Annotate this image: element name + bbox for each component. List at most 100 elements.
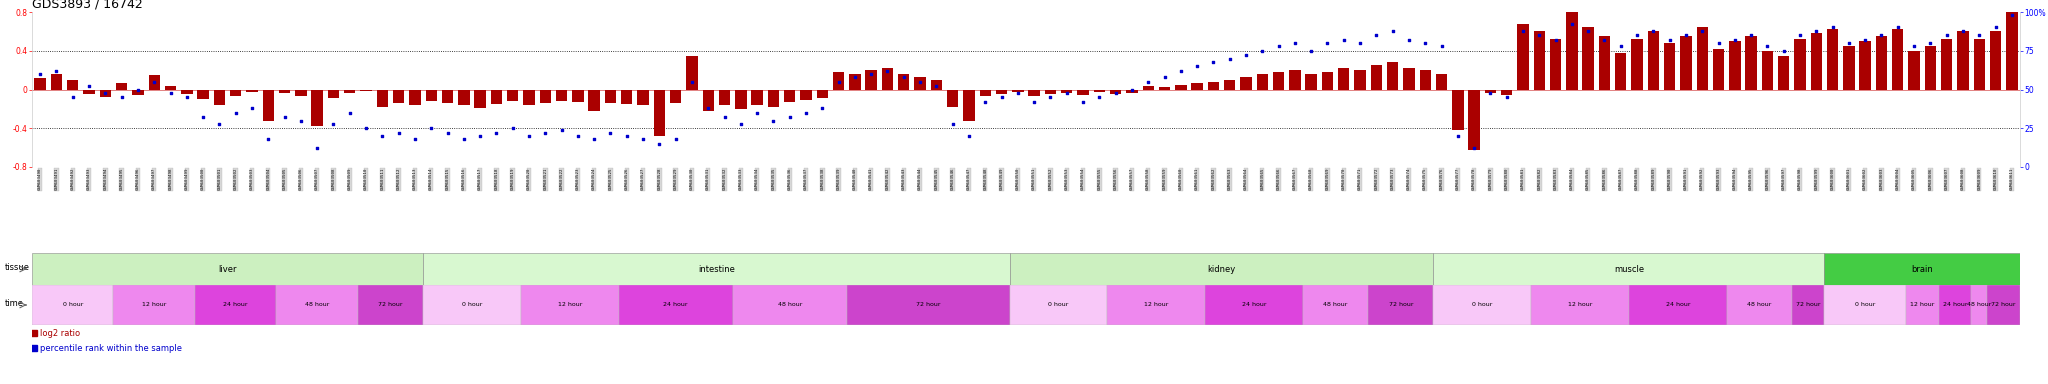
Point (1524, 32, 1556, 38)
Text: 72 hour: 72 hour (915, 303, 940, 308)
Bar (1337, 68, 1350, 89)
Point (1067, 99, 1100, 105)
Point (463, 133, 496, 139)
Bar (1761, 51, 1774, 89)
Point (1946, 28, 1978, 34)
Text: GSM603541: GSM603541 (868, 168, 872, 190)
Bar (1077, 89, 1090, 95)
Text: GSM603519: GSM603519 (510, 168, 514, 190)
Point (1001, 89, 1034, 96)
Bar (846, 285, 1010, 325)
Point (1149, 74, 1182, 80)
Text: GSM603515: GSM603515 (446, 168, 449, 190)
Text: GSM603517: GSM603517 (477, 168, 481, 190)
Bar (100, 89, 111, 97)
Text: GSM603536: GSM603536 (788, 168, 793, 190)
Bar (213, 89, 225, 105)
Text: intestine: intestine (698, 265, 735, 273)
Point (1051, 89, 1083, 96)
Bar (492, 89, 502, 104)
Text: liver: liver (219, 265, 238, 273)
Bar (1810, 33, 1823, 89)
Bar (377, 89, 387, 107)
Bar (1208, 82, 1219, 89)
Bar (117, 83, 127, 89)
Text: GSM603594: GSM603594 (1733, 168, 1737, 190)
Bar (768, 89, 778, 107)
Text: GSM603551: GSM603551 (1032, 168, 1036, 190)
Point (1767, 48, 1800, 54)
Text: 0 hour: 0 hour (1855, 303, 1876, 308)
Bar (1126, 89, 1137, 93)
Point (1833, 40, 1866, 46)
Bar (539, 89, 551, 103)
Text: 48 hour: 48 hour (1323, 303, 1348, 308)
Text: GSM603492: GSM603492 (72, 168, 74, 190)
Text: 12 hour: 12 hour (1145, 303, 1169, 308)
Text: GSM603504: GSM603504 (266, 168, 270, 190)
Text: GSM603596: GSM603596 (1765, 168, 1769, 190)
Point (578, 136, 610, 142)
Bar (1567, 12, 1577, 89)
Text: 24 hour: 24 hour (1944, 303, 1966, 308)
Bar (1942, 39, 1952, 89)
Bar (752, 89, 762, 105)
Point (985, 94, 1018, 100)
Point (821, 79, 854, 85)
Bar (1991, 31, 2001, 89)
Text: muscle: muscle (1614, 265, 1645, 273)
Point (432, 130, 465, 136)
Text: 0 hour: 0 hour (461, 303, 481, 308)
Point (1931, 32, 1964, 38)
Text: GSM603578: GSM603578 (1473, 168, 1477, 190)
Bar (883, 68, 893, 89)
Bar (164, 86, 176, 89)
Bar (1159, 87, 1169, 89)
Bar (1485, 89, 1497, 93)
Text: GSM603543: GSM603543 (901, 168, 905, 190)
Point (1442, 133, 1475, 139)
Bar (588, 89, 600, 111)
Point (1212, 55, 1245, 61)
Bar (1632, 39, 1642, 89)
Bar (150, 75, 160, 89)
Bar (1987, 285, 2019, 325)
Text: GSM603498: GSM603498 (168, 168, 172, 190)
Text: GSM603526: GSM603526 (625, 168, 629, 190)
Bar (946, 89, 958, 107)
Point (1278, 40, 1311, 46)
Text: GSM603510: GSM603510 (365, 168, 369, 190)
Text: GSM603573: GSM603573 (1391, 168, 1395, 190)
Bar (1434, 285, 1532, 325)
Bar (1534, 31, 1544, 89)
Text: GSM603584: GSM603584 (1571, 168, 1573, 190)
Bar (686, 56, 698, 89)
Point (1702, 40, 1735, 46)
Bar (1974, 39, 1985, 89)
Text: GSM603528: GSM603528 (657, 168, 662, 190)
Text: GSM603592: GSM603592 (1700, 168, 1704, 190)
Text: 12 hour: 12 hour (1911, 303, 1935, 308)
Point (709, 114, 741, 121)
Point (399, 136, 432, 142)
Point (57, 94, 90, 100)
Text: tissue: tissue (4, 263, 31, 272)
Text: GSM603609: GSM603609 (1976, 168, 1980, 190)
Text: GSM603576: GSM603576 (1440, 168, 1444, 190)
Text: GSM603537: GSM603537 (805, 168, 809, 190)
Bar (1696, 26, 1708, 89)
Bar (850, 74, 860, 89)
Point (446, 136, 479, 142)
Text: GSM603555: GSM603555 (1098, 168, 1102, 190)
Text: GSM603581: GSM603581 (1522, 168, 1526, 190)
Text: GSM603575: GSM603575 (1423, 168, 1427, 190)
Bar (979, 89, 991, 96)
Point (1133, 79, 1165, 85)
Bar (1970, 285, 1987, 325)
Text: GSM603579: GSM603579 (1489, 168, 1493, 190)
Bar (459, 89, 469, 105)
Text: GSM603582: GSM603582 (1538, 168, 1542, 190)
Bar (670, 89, 682, 103)
Point (496, 125, 528, 131)
Bar (1892, 30, 1903, 89)
